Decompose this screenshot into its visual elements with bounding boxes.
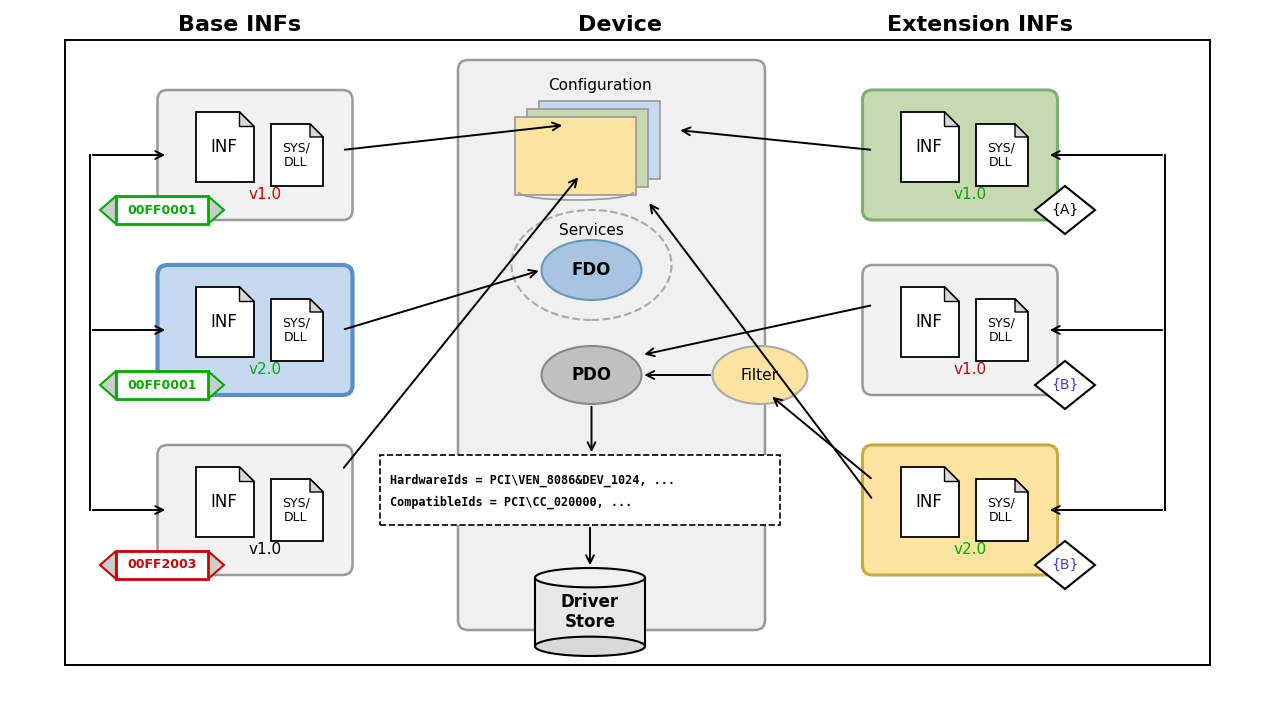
FancyBboxPatch shape: [157, 90, 352, 220]
Text: 00FF0001: 00FF0001: [127, 379, 197, 392]
Text: v1.0: v1.0: [954, 361, 987, 377]
Polygon shape: [310, 299, 323, 312]
Text: v2.0: v2.0: [954, 541, 987, 557]
Text: Extension INFs: Extension INFs: [887, 15, 1073, 35]
FancyBboxPatch shape: [516, 117, 636, 195]
Text: INF: INF: [915, 313, 942, 331]
FancyBboxPatch shape: [116, 551, 209, 579]
Polygon shape: [239, 112, 253, 127]
Polygon shape: [100, 551, 116, 579]
Text: SYS/
DLL: SYS/ DLL: [282, 316, 310, 344]
FancyBboxPatch shape: [863, 265, 1057, 395]
Polygon shape: [975, 299, 1028, 361]
FancyBboxPatch shape: [380, 455, 780, 525]
Polygon shape: [209, 551, 224, 579]
Polygon shape: [1036, 361, 1094, 409]
Polygon shape: [271, 124, 323, 186]
Polygon shape: [310, 479, 323, 492]
Text: 00FF0001: 00FF0001: [127, 204, 197, 217]
Polygon shape: [239, 467, 253, 482]
FancyBboxPatch shape: [458, 60, 765, 630]
Text: PDO: PDO: [571, 366, 612, 384]
Polygon shape: [901, 467, 959, 537]
Polygon shape: [196, 287, 253, 357]
Polygon shape: [239, 287, 253, 302]
Text: v1.0: v1.0: [954, 186, 987, 202]
Ellipse shape: [535, 636, 645, 656]
Text: Device: Device: [579, 15, 662, 35]
Text: Base INFs: Base INFs: [178, 15, 302, 35]
Bar: [535, 577, 645, 647]
Polygon shape: [100, 371, 116, 399]
Text: INF: INF: [210, 493, 237, 511]
Text: INF: INF: [210, 313, 237, 331]
Text: Configuration: Configuration: [548, 78, 652, 92]
Text: FDO: FDO: [572, 261, 611, 279]
Polygon shape: [1015, 299, 1028, 312]
Text: SYS/
DLL: SYS/ DLL: [987, 496, 1015, 524]
FancyBboxPatch shape: [157, 265, 352, 395]
Text: INF: INF: [915, 138, 942, 156]
Polygon shape: [209, 196, 224, 224]
FancyBboxPatch shape: [863, 90, 1057, 220]
Polygon shape: [271, 299, 323, 361]
Polygon shape: [271, 479, 323, 541]
Text: INF: INF: [915, 493, 942, 511]
Polygon shape: [901, 287, 959, 357]
Polygon shape: [1015, 124, 1028, 137]
Polygon shape: [1015, 479, 1028, 492]
FancyBboxPatch shape: [863, 445, 1057, 575]
Text: SYS/
DLL: SYS/ DLL: [987, 141, 1015, 169]
Text: SYS/
DLL: SYS/ DLL: [987, 316, 1015, 344]
Polygon shape: [945, 287, 959, 302]
Text: v1.0: v1.0: [248, 541, 282, 557]
FancyBboxPatch shape: [527, 109, 649, 187]
Polygon shape: [975, 124, 1028, 186]
Text: HardwareIds = PCI\VEN_8086&DEV_1024, ...: HardwareIds = PCI\VEN_8086&DEV_1024, ...: [390, 473, 675, 487]
Text: v1.0: v1.0: [248, 186, 282, 202]
Polygon shape: [1036, 541, 1094, 589]
FancyBboxPatch shape: [539, 101, 660, 179]
Polygon shape: [901, 112, 959, 182]
Polygon shape: [1036, 186, 1094, 234]
Polygon shape: [945, 467, 959, 482]
Text: {A}: {A}: [1051, 203, 1079, 217]
Text: v2.0: v2.0: [248, 361, 282, 377]
Polygon shape: [209, 371, 224, 399]
Text: {B}: {B}: [1051, 378, 1079, 392]
Text: Driver
Store: Driver Store: [561, 593, 620, 631]
Text: 00FF2003: 00FF2003: [127, 559, 197, 572]
Ellipse shape: [541, 346, 641, 404]
Polygon shape: [975, 479, 1028, 541]
Text: INF: INF: [210, 138, 237, 156]
Text: Filter: Filter: [741, 367, 780, 382]
Polygon shape: [196, 112, 253, 182]
Polygon shape: [196, 467, 253, 537]
FancyBboxPatch shape: [116, 371, 209, 399]
Text: Services: Services: [559, 222, 623, 238]
Polygon shape: [945, 112, 959, 127]
Polygon shape: [310, 124, 323, 137]
Ellipse shape: [713, 346, 808, 404]
Text: SYS/
DLL: SYS/ DLL: [282, 141, 310, 169]
Text: CompatibleIds = PCI\CC_020000, ...: CompatibleIds = PCI\CC_020000, ...: [390, 495, 632, 509]
FancyBboxPatch shape: [157, 445, 352, 575]
Polygon shape: [100, 196, 116, 224]
FancyBboxPatch shape: [116, 196, 209, 224]
Text: {B}: {B}: [1051, 558, 1079, 572]
Text: SYS/
DLL: SYS/ DLL: [282, 496, 310, 524]
Ellipse shape: [541, 240, 641, 300]
Ellipse shape: [535, 568, 645, 588]
